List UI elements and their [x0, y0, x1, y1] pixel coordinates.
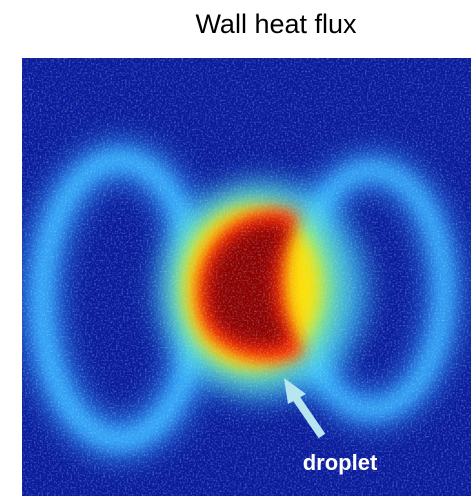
figure: Wall heat flux droplet	[0, 0, 471, 496]
annotation-label: droplet	[303, 450, 378, 475]
figure-title: Wall heat flux	[195, 9, 357, 39]
page: Wall heat flux droplet (() => { const da…	[0, 0, 471, 496]
heat-map	[22, 58, 471, 496]
